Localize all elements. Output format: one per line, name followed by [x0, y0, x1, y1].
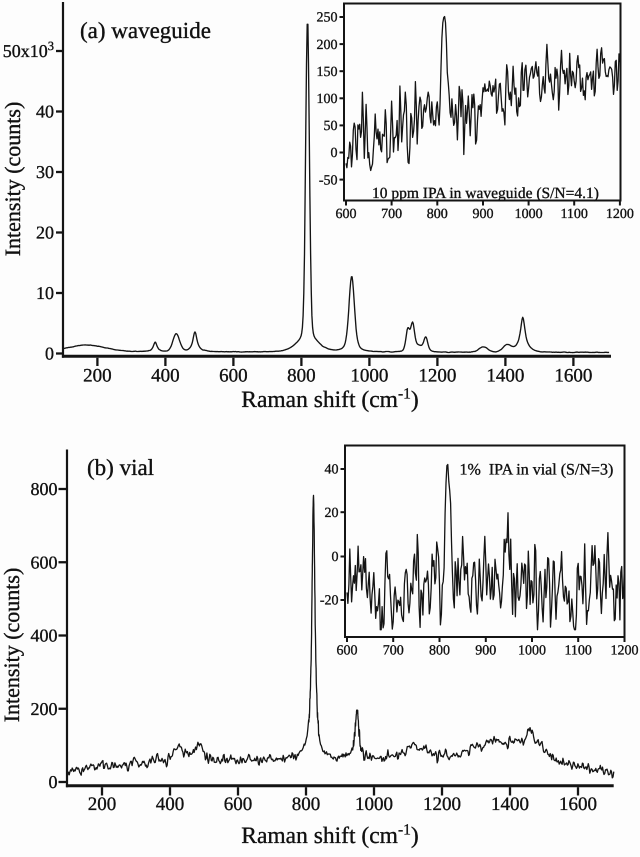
svg-text:20: 20 — [325, 506, 339, 521]
svg-text:400: 400 — [31, 626, 58, 646]
svg-text:1% IPA in vial (S/N=3): 1% IPA in vial (S/N=3) — [460, 462, 614, 479]
svg-text:Intensity (counts): Intensity (counts) — [0, 102, 25, 257]
svg-text:1000: 1000 — [515, 207, 543, 222]
svg-text:50x103: 50x103 — [3, 39, 54, 61]
svg-text:800: 800 — [287, 366, 316, 387]
svg-text:200: 200 — [317, 38, 338, 53]
svg-text:30: 30 — [36, 162, 54, 182]
svg-text:1200: 1200 — [418, 366, 456, 387]
svg-text:600: 600 — [224, 794, 253, 815]
svg-text:50: 50 — [324, 119, 338, 134]
svg-text:1100: 1100 — [560, 207, 587, 222]
svg-text:600: 600 — [219, 366, 248, 387]
svg-text:1000: 1000 — [355, 794, 393, 815]
svg-text:400: 400 — [156, 794, 185, 815]
svg-text:0: 0 — [332, 550, 339, 565]
svg-text:-20: -20 — [320, 594, 339, 609]
svg-text:250: 250 — [317, 11, 338, 26]
svg-text:40: 40 — [36, 102, 54, 122]
svg-text:1000: 1000 — [518, 644, 546, 659]
svg-text:1200: 1200 — [606, 207, 634, 222]
svg-text:900: 900 — [475, 644, 496, 659]
svg-text:0: 0 — [331, 146, 338, 161]
svg-text:(b) vial: (b) vial — [87, 455, 154, 480]
svg-text:(a) waveguide: (a) waveguide — [80, 18, 211, 43]
svg-text:1100: 1100 — [564, 644, 591, 659]
svg-text:20: 20 — [36, 223, 54, 243]
svg-text:1200: 1200 — [611, 644, 639, 659]
svg-text:1400: 1400 — [491, 794, 529, 815]
svg-text:900: 900 — [473, 207, 494, 222]
svg-text:0: 0 — [45, 344, 54, 364]
svg-text:0: 0 — [49, 772, 58, 792]
svg-text:10: 10 — [36, 283, 54, 303]
svg-text:1200: 1200 — [423, 794, 461, 815]
svg-text:600: 600 — [336, 207, 357, 222]
svg-text:700: 700 — [383, 644, 404, 659]
svg-text:Raman shift (cm-1): Raman shift (cm-1) — [241, 386, 418, 414]
svg-text:600: 600 — [337, 644, 358, 659]
svg-text:200: 200 — [31, 699, 58, 719]
svg-text:Raman shift (cm-1): Raman shift (cm-1) — [241, 822, 418, 850]
svg-text:Intensity (counts): Intensity (counts) — [0, 568, 24, 723]
svg-text:1600: 1600 — [559, 794, 597, 815]
svg-text:1600: 1600 — [554, 366, 592, 387]
svg-text:700: 700 — [381, 207, 402, 222]
svg-text:800: 800 — [427, 207, 448, 222]
svg-text:600: 600 — [31, 552, 58, 572]
svg-text:-50: -50 — [319, 173, 338, 188]
svg-text:400: 400 — [151, 366, 180, 387]
svg-text:1000: 1000 — [350, 366, 388, 387]
svg-text:800: 800 — [292, 794, 321, 815]
svg-text:800: 800 — [429, 644, 450, 659]
svg-text:1400: 1400 — [486, 366, 524, 387]
svg-text:40: 40 — [325, 463, 339, 478]
svg-text:200: 200 — [88, 794, 117, 815]
svg-text:800: 800 — [31, 479, 58, 499]
svg-text:200: 200 — [83, 366, 112, 387]
svg-text:100: 100 — [317, 92, 338, 107]
svg-text:10 ppm IPA in waveguide (S/N=4: 10 ppm IPA in waveguide (S/N=4.1) — [372, 185, 599, 202]
svg-text:150: 150 — [317, 65, 338, 80]
